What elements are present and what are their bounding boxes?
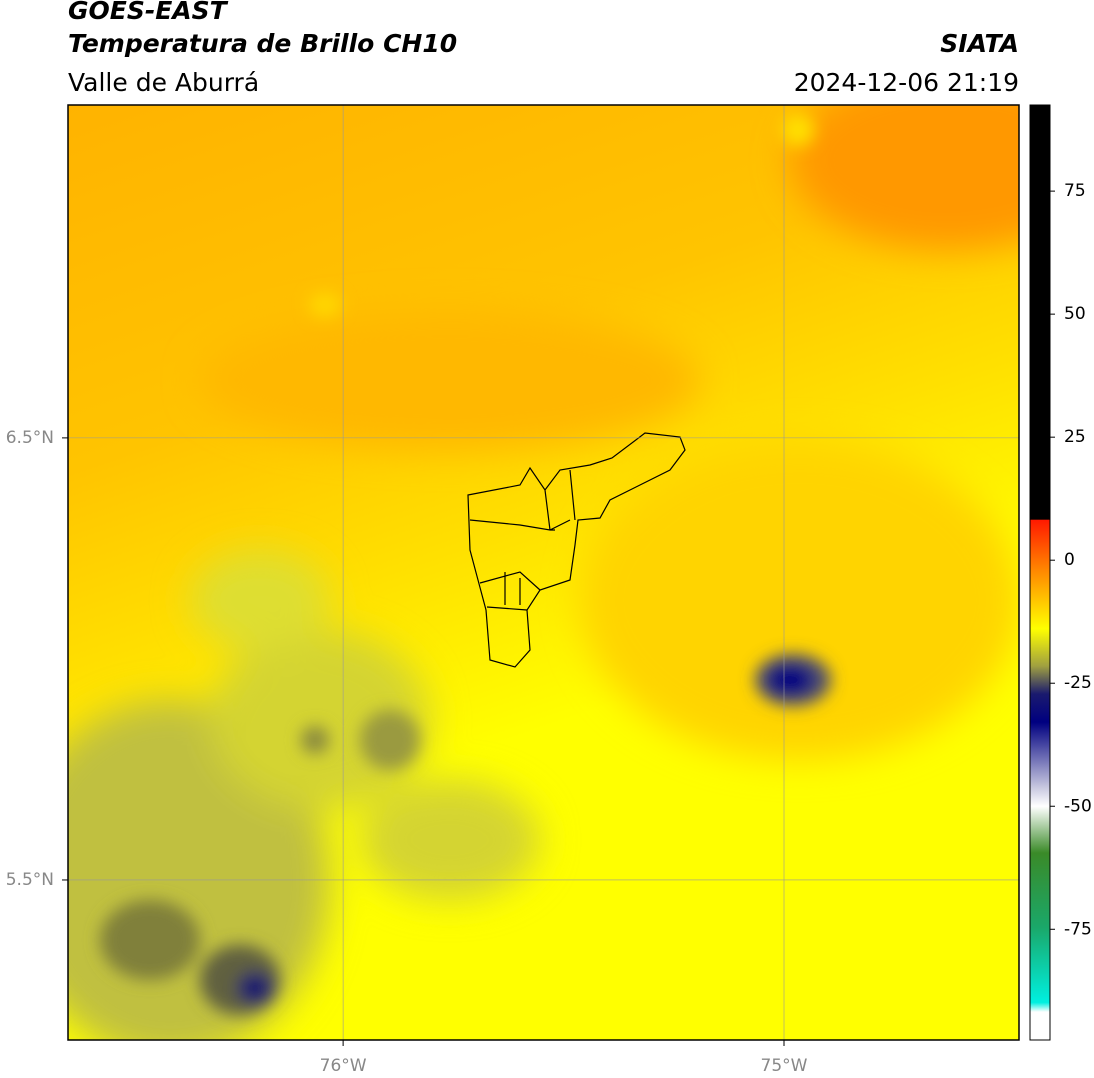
map-field xyxy=(68,105,1019,1040)
region: Valle de Aburrá xyxy=(68,68,259,97)
colorbar-tick-label: 0 xyxy=(1064,550,1075,570)
x-tick-label: 76°W xyxy=(320,1056,367,1076)
x-tick-label: 75°W xyxy=(761,1056,808,1076)
title: GOES-EAST xyxy=(68,0,229,25)
datetime: 2024-12-06 21:19 xyxy=(794,68,1019,97)
municipal-boundaries xyxy=(467,432,686,668)
y-tick-label: 6.5°N xyxy=(6,428,54,448)
subtitle: Temperatura de Brillo CH10 xyxy=(68,29,457,58)
colorbar-tick-label: -75 xyxy=(1064,919,1092,939)
map-frame xyxy=(67,104,1020,1041)
colorbar xyxy=(1029,104,1051,1041)
source: SIATA xyxy=(940,29,1019,58)
y-tick-label: 5.5°N xyxy=(6,870,54,890)
colorbar-tick-label: 75 xyxy=(1064,181,1086,201)
colorbar-tick-label: 25 xyxy=(1064,427,1086,447)
colorbar-tick-label: -50 xyxy=(1064,796,1092,816)
grid xyxy=(68,105,1019,1040)
colorbar-tick-label: 50 xyxy=(1064,304,1086,324)
colorbar-tick-label: -25 xyxy=(1064,673,1092,693)
